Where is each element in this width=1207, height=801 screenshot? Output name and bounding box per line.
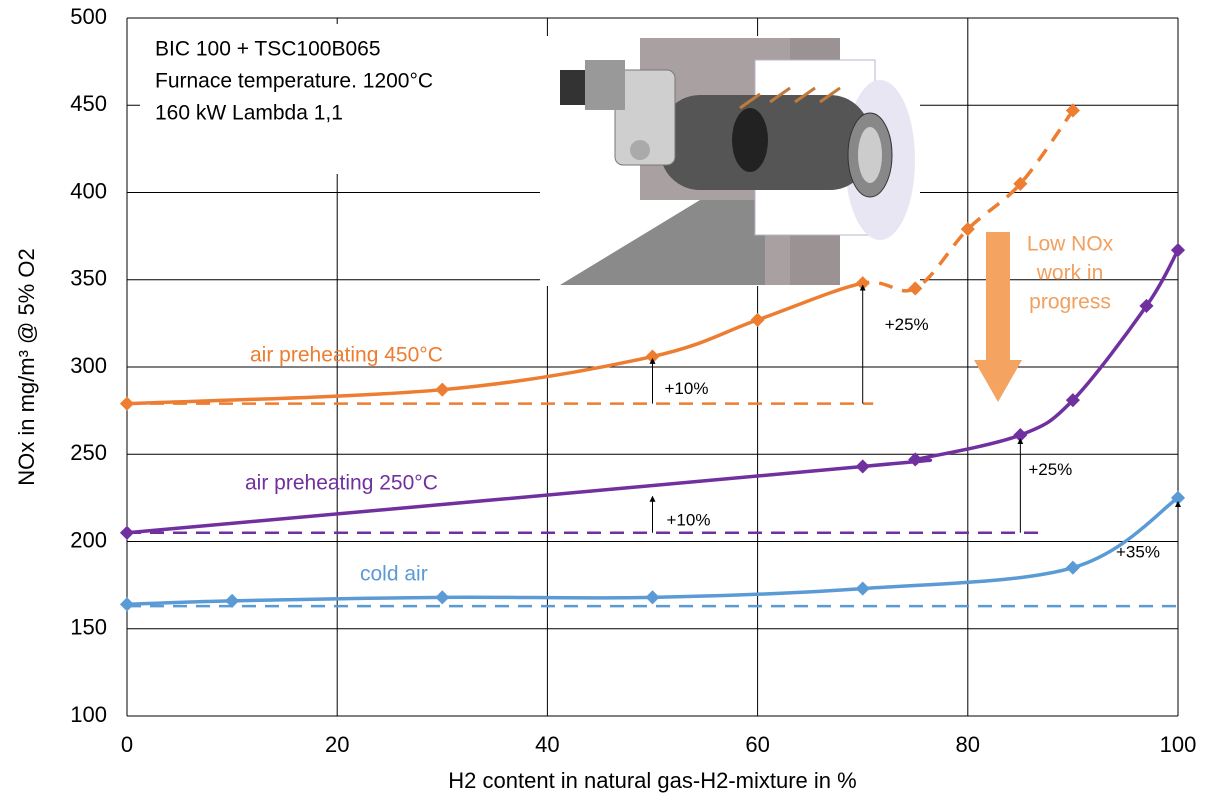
x-tick-label: 20 [325,732,349,757]
increase-label: +10% [665,379,709,398]
x-tick-label: 80 [956,732,980,757]
x-tick-label: 0 [121,732,133,757]
burner-illustration [540,36,920,286]
status-note: work in [1036,262,1104,285]
marker [645,590,659,604]
series-label: air preheating 250°C [245,472,438,495]
note: 160 kW Lambda 1,1 [155,102,343,125]
increase-label: +25% [1028,460,1072,479]
series-label: air preheating 450°C [250,344,443,367]
marker [1066,561,1080,575]
x-tick-label: 40 [535,732,559,757]
y-tick-label: 100 [70,702,107,727]
y-axis-title: NOx in mg/m³ @ 5% O2 [14,248,39,486]
marker [856,582,870,596]
y-tick-label: 300 [70,353,107,378]
marker [120,526,134,540]
marker [435,590,449,604]
increase-label: +25% [885,315,929,334]
status-note: progress [1029,291,1111,314]
marker [751,313,765,327]
y-tick-label: 150 [70,615,107,640]
increase-label: +10% [667,511,711,530]
marker [120,597,134,611]
status-note: Low NOx [1027,233,1114,256]
marker [856,459,870,473]
y-tick-label: 500 [70,4,107,29]
chart: 100150200250300350400450500020406080100 … [0,0,1207,801]
y-tick-label: 450 [70,91,107,116]
y-tick-label: 200 [70,527,107,552]
series-label: cold air [360,563,428,586]
marker [120,397,134,411]
y-tick-label: 350 [70,266,107,291]
marker [435,383,449,397]
x-tick-label: 100 [1160,732,1197,757]
x-tick-label: 60 [745,732,769,757]
x-axis-title: H2 content in natural gas-H2-mixture in … [448,768,856,793]
increase-label: +35% [1116,542,1160,561]
y-tick-label: 250 [70,440,107,465]
y-tick-label: 400 [70,178,107,203]
status-arrow [974,232,1022,402]
note: Furnace temperature. 1200°C [155,70,433,93]
note: BIC 100 + TSC100B065 [155,38,381,61]
marker [1171,243,1185,257]
